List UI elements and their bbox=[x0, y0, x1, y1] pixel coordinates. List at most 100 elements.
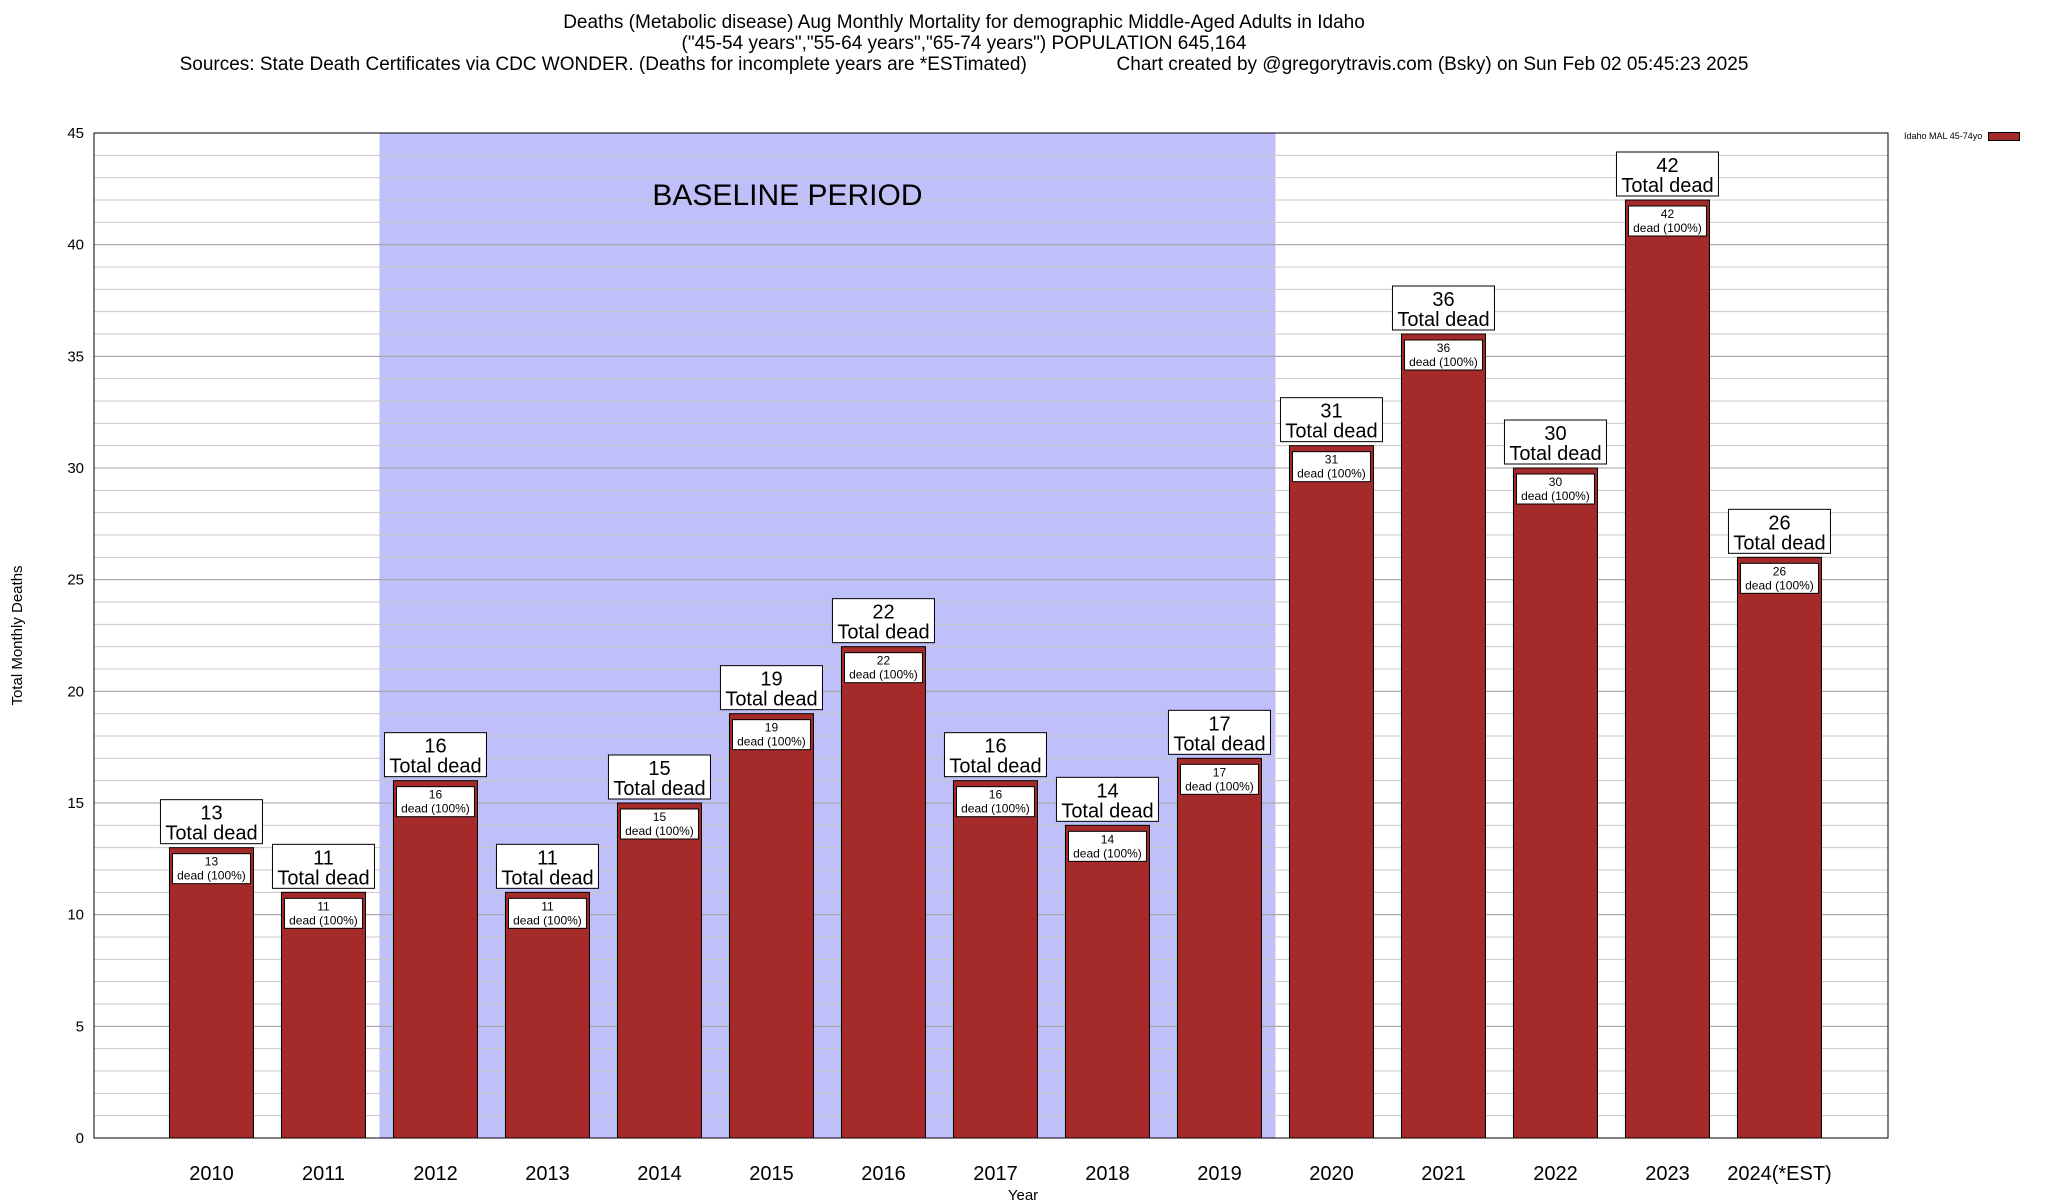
total-value-label: 16 bbox=[424, 736, 446, 758]
total-value-label: 11 bbox=[537, 847, 558, 869]
total-dead-label: Total dead bbox=[837, 622, 929, 644]
total-label-box bbox=[271, 843, 375, 889]
total-label-box bbox=[1055, 776, 1159, 822]
total-label-box bbox=[831, 598, 935, 644]
total-value-label: 16 bbox=[984, 736, 1006, 758]
total-value-label: 26 bbox=[1768, 512, 1790, 534]
total-label-box bbox=[1727, 508, 1831, 554]
total-value-label: 15 bbox=[648, 758, 670, 780]
x-tick-label: 2018 bbox=[1085, 1163, 1130, 1185]
total-dead-label: Total dead bbox=[949, 756, 1041, 778]
bar bbox=[1512, 467, 1598, 1139]
inner-label-box bbox=[171, 853, 251, 885]
inner-label-box bbox=[1291, 451, 1371, 483]
total-label-box bbox=[607, 754, 711, 800]
total-value-label: 11 bbox=[313, 847, 334, 869]
total-value-label: 19 bbox=[760, 669, 782, 691]
y-tick-label: 0 bbox=[76, 1130, 84, 1147]
y-tick-label: 35 bbox=[67, 348, 84, 365]
total-value-label: 13 bbox=[200, 803, 222, 825]
inner-value-label: 22 bbox=[877, 654, 891, 668]
inner-percent-label: dead (100%) bbox=[849, 668, 918, 682]
legend-label: Idaho MAL 45-74yo bbox=[1904, 131, 1983, 141]
inner-label-box bbox=[1627, 205, 1707, 237]
inner-value-label: 36 bbox=[1437, 341, 1451, 355]
x-tick-label: 2011 bbox=[302, 1163, 345, 1185]
bar bbox=[392, 780, 478, 1139]
x-tick-label: 2017 bbox=[973, 1163, 1018, 1185]
x-tick-label: 2019 bbox=[1197, 1163, 1242, 1185]
bar bbox=[504, 891, 590, 1139]
y-tick-label: 30 bbox=[67, 460, 84, 477]
bar bbox=[840, 646, 926, 1139]
inner-value-label: 13 bbox=[205, 855, 219, 869]
inner-value-label: 19 bbox=[765, 721, 779, 735]
total-label-box bbox=[943, 732, 1047, 778]
x-tick-label: 2024(*EST) bbox=[1727, 1163, 1832, 1185]
inner-percent-label: dead (100%) bbox=[1185, 779, 1254, 793]
bar bbox=[1176, 757, 1262, 1139]
bar bbox=[1064, 824, 1150, 1139]
legend-swatch bbox=[1988, 131, 2021, 141]
chart-sources: Sources: State Death Certificates via CD… bbox=[179, 54, 1749, 75]
y-tick-label: 20 bbox=[67, 683, 84, 700]
total-dead-label: Total dead bbox=[389, 756, 481, 778]
total-dead-label: Total dead bbox=[1285, 421, 1377, 443]
total-label-box bbox=[1503, 419, 1607, 465]
inner-label-box bbox=[1179, 763, 1259, 795]
inner-value-label: 31 bbox=[1325, 453, 1339, 467]
inner-percent-label: dead (100%) bbox=[1297, 467, 1366, 481]
chart-subtitle: ("45-54 years","55-64 years","65-74 year… bbox=[681, 33, 1247, 54]
bar bbox=[1736, 556, 1822, 1139]
y-tick-label: 5 bbox=[76, 1018, 84, 1035]
y-tick-label: 15 bbox=[67, 795, 84, 812]
x-tick-label: 2021 bbox=[1421, 1163, 1466, 1185]
total-dead-label: Total dead bbox=[1509, 443, 1601, 465]
x-tick-label: 2013 bbox=[525, 1163, 570, 1185]
total-value-label: 42 bbox=[1656, 155, 1678, 177]
inner-label-box bbox=[395, 786, 475, 818]
inner-value-label: 11 bbox=[541, 899, 554, 913]
y-tick-label: 45 bbox=[67, 125, 84, 142]
inner-label-box bbox=[1067, 830, 1147, 862]
total-dead-label: Total dead bbox=[277, 867, 369, 889]
bar bbox=[168, 847, 254, 1139]
total-value-label: 17 bbox=[1208, 713, 1230, 735]
x-tick-label: 2020 bbox=[1309, 1163, 1354, 1185]
total-value-label: 31 bbox=[1320, 401, 1342, 423]
x-axis-label: Year bbox=[1008, 1187, 1038, 1200]
inner-percent-label: dead (100%) bbox=[401, 802, 470, 816]
total-label-box bbox=[1167, 709, 1271, 755]
y-tick-label: 25 bbox=[67, 572, 84, 589]
x-tick-label: 2012 bbox=[413, 1163, 458, 1185]
bar bbox=[1624, 199, 1710, 1139]
legend: Idaho MAL 45-74yo bbox=[1904, 131, 2021, 141]
inner-value-label: 11 bbox=[317, 899, 330, 913]
inner-percent-label: dead (100%) bbox=[737, 735, 806, 749]
inner-value-label: 14 bbox=[1101, 832, 1115, 846]
inner-percent-label: dead (100%) bbox=[961, 802, 1030, 816]
inner-percent-label: dead (100%) bbox=[625, 824, 694, 838]
total-value-label: 30 bbox=[1544, 423, 1566, 445]
total-value-label: 22 bbox=[872, 602, 894, 624]
inner-percent-label: dead (100%) bbox=[1521, 489, 1590, 503]
x-tick-label: 2014 bbox=[637, 1163, 682, 1185]
inner-value-label: 16 bbox=[989, 788, 1003, 802]
total-dead-label: Total dead bbox=[165, 823, 257, 845]
total-value-label: 36 bbox=[1432, 289, 1454, 311]
total-label-box bbox=[1279, 397, 1383, 443]
inner-percent-label: dead (100%) bbox=[1745, 578, 1814, 592]
baseline-label: BASELINE PERIOD bbox=[652, 179, 922, 212]
y-tick-label: 40 bbox=[67, 237, 84, 254]
inner-value-label: 17 bbox=[1213, 765, 1227, 779]
inner-label-box bbox=[1515, 473, 1595, 505]
inner-percent-label: dead (100%) bbox=[513, 913, 582, 927]
bar bbox=[1400, 333, 1486, 1139]
x-tick-label: 2010 bbox=[189, 1163, 234, 1185]
inner-percent-label: dead (100%) bbox=[1409, 355, 1478, 369]
inner-value-label: 16 bbox=[429, 788, 443, 802]
inner-label-box bbox=[843, 652, 923, 684]
inner-value-label: 26 bbox=[1773, 564, 1787, 578]
total-dead-label: Total dead bbox=[1397, 309, 1489, 331]
